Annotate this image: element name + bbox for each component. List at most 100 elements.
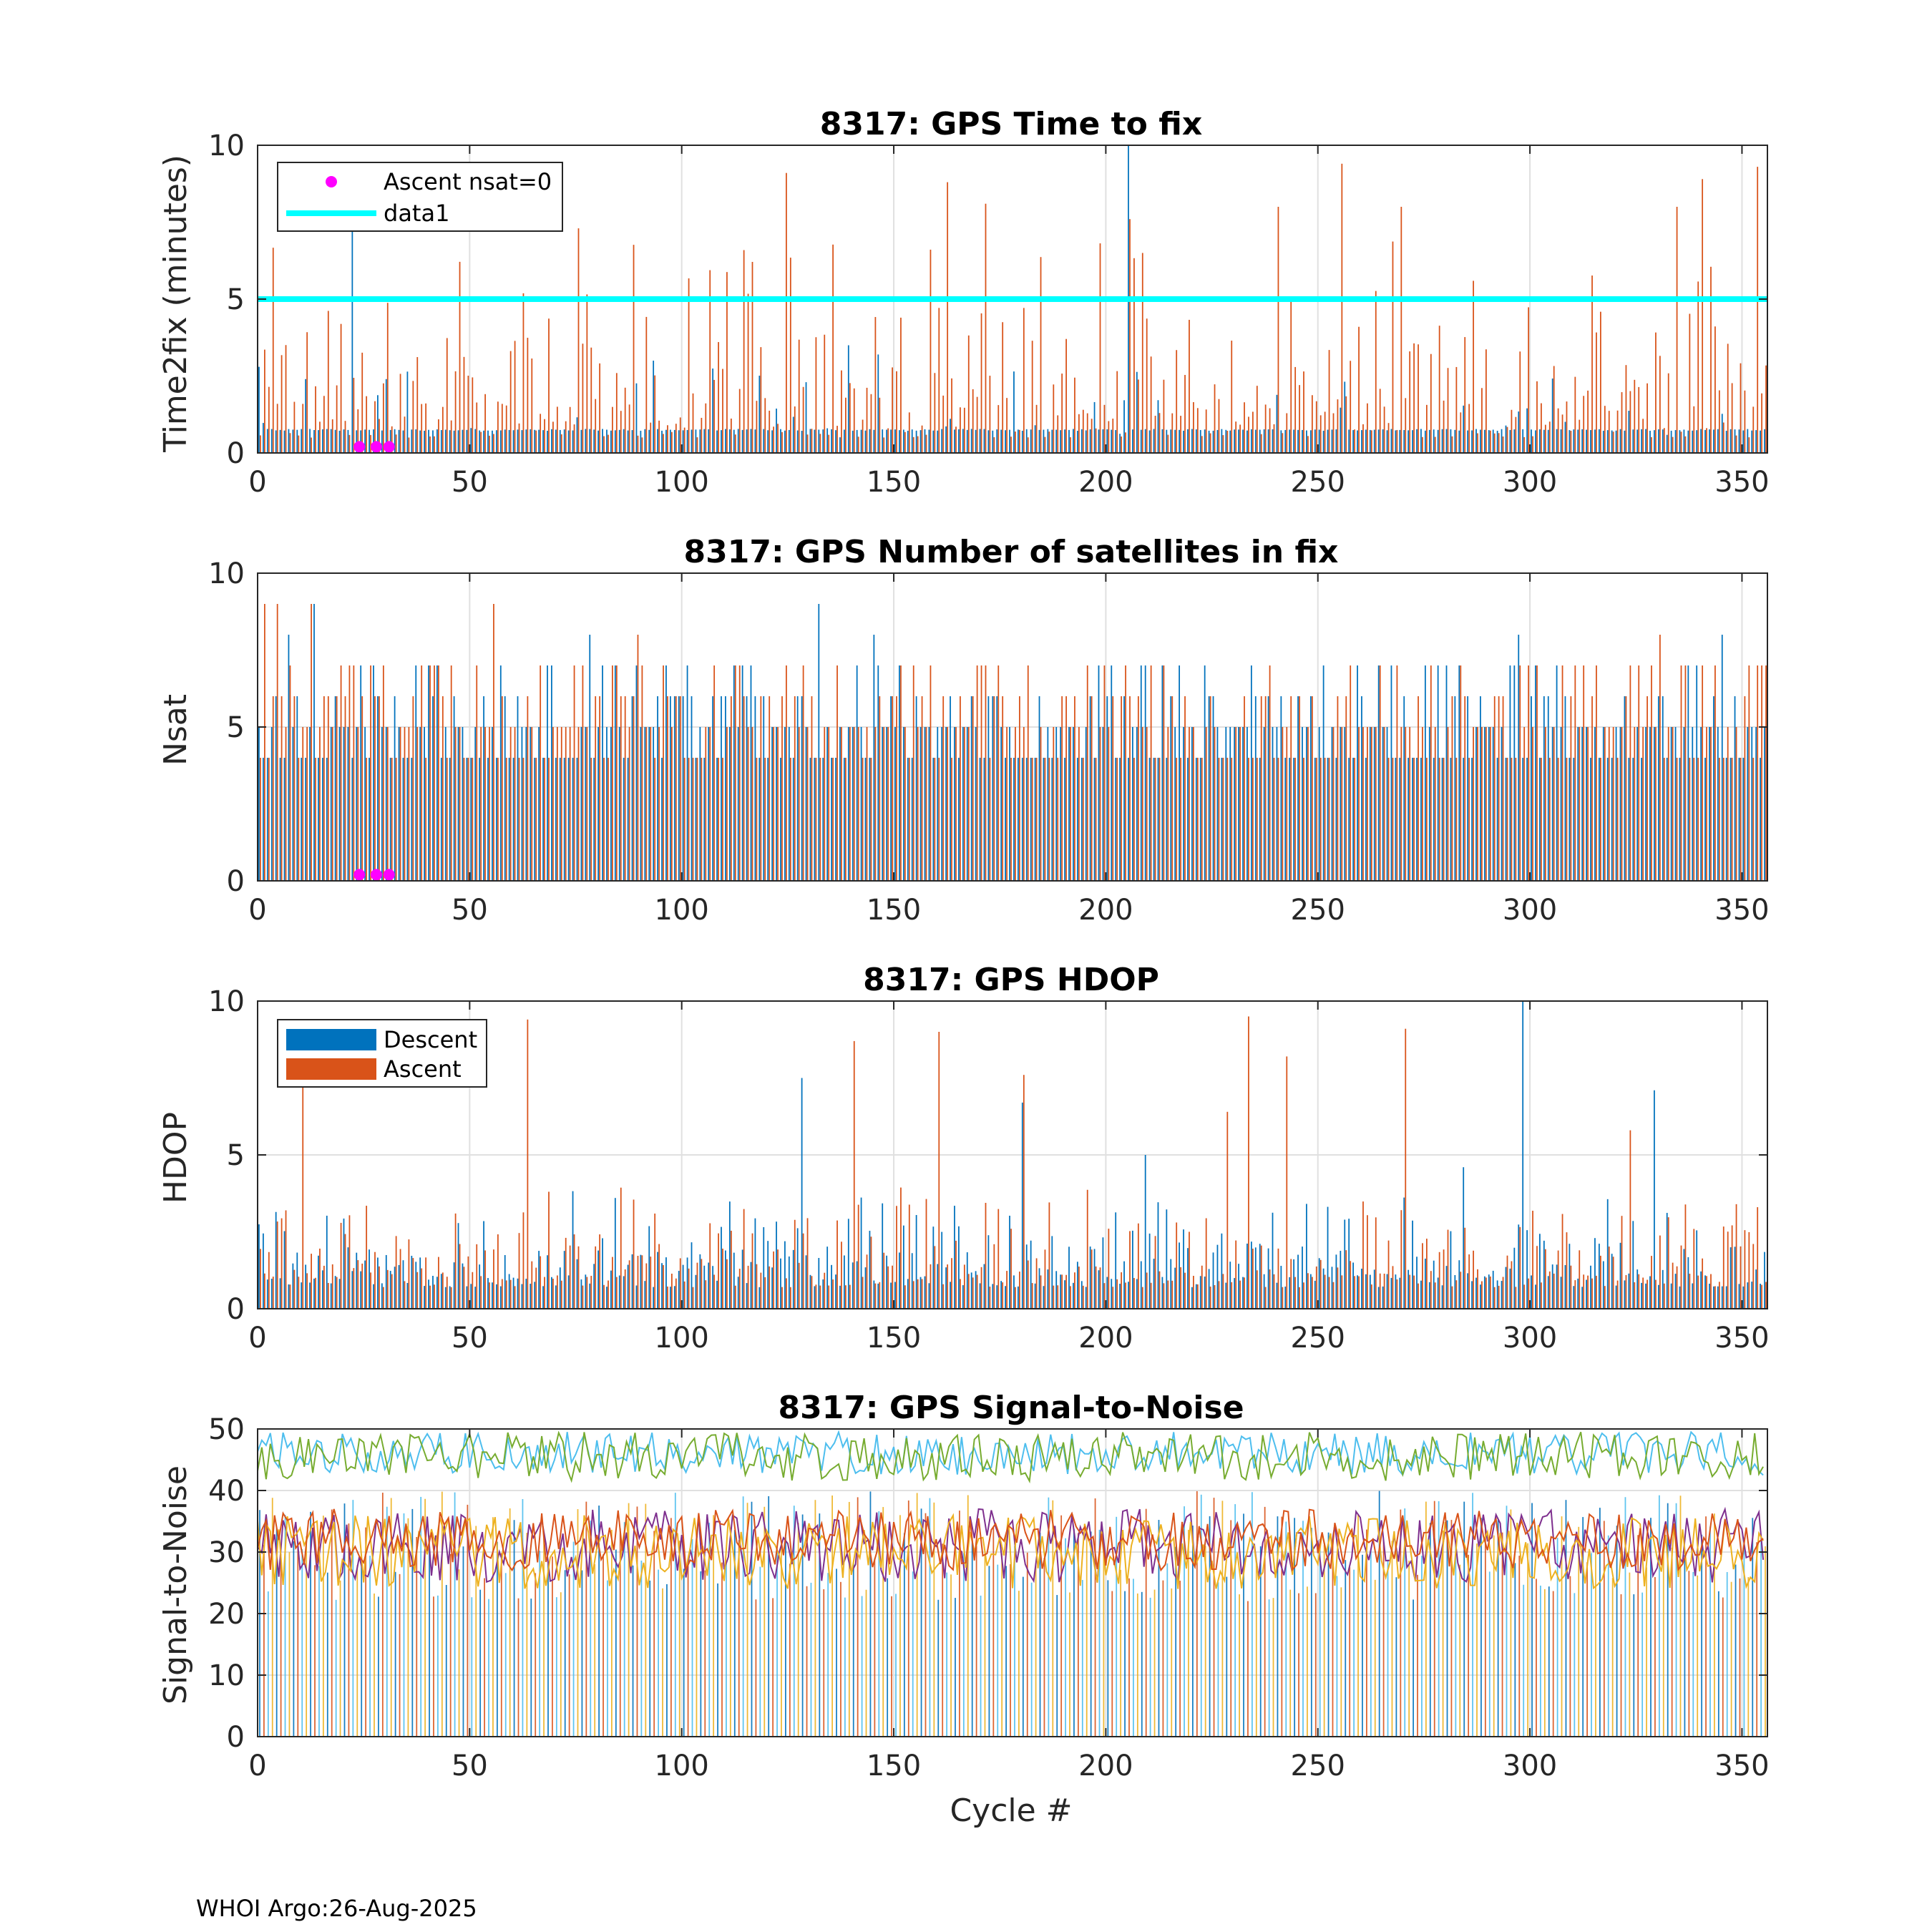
snr-bar	[314, 1565, 316, 1737]
bar-ascent	[976, 1274, 978, 1309]
bar-ascent	[786, 172, 787, 453]
bar-ascent	[505, 405, 507, 453]
bar-ascent	[1307, 436, 1309, 453]
bar-ascent	[722, 758, 723, 881]
bar-ascent	[892, 367, 893, 453]
bar-ascent	[777, 1249, 779, 1309]
bar-ascent	[1129, 1231, 1131, 1309]
bar-ascent	[1541, 758, 1542, 881]
bar-ascent	[904, 727, 906, 881]
snr-bar	[504, 1573, 507, 1737]
axes-box	[257, 1428, 1768, 1737]
bar-ascent	[1714, 665, 1716, 881]
bar-descent	[852, 430, 854, 453]
bar-ascent	[1282, 727, 1284, 881]
bar-ascent	[1319, 1259, 1322, 1309]
bar-descent	[1179, 1242, 1180, 1309]
time2fix-legend[interactable]: Ascent nsat=0 data1	[277, 162, 563, 232]
bar-ascent	[1154, 1236, 1156, 1309]
bar-descent	[712, 1266, 714, 1309]
bar-descent	[1649, 727, 1651, 881]
bar-ascent	[798, 339, 800, 453]
bar-descent	[432, 1275, 434, 1309]
bar-descent	[1531, 429, 1532, 453]
bar-descent	[1254, 1247, 1257, 1309]
snr-series-line	[257, 1430, 1764, 1484]
bar-descent	[771, 1267, 774, 1309]
bar-ascent	[1103, 1283, 1106, 1309]
bar-descent	[428, 665, 429, 881]
bar-ascent	[862, 758, 864, 881]
bar-ascent	[637, 1256, 639, 1309]
snr-bar	[899, 1515, 901, 1737]
bar-ascent	[1706, 1276, 1707, 1309]
bar-ascent	[1189, 319, 1190, 453]
bar-ascent	[832, 244, 834, 453]
bar-ascent	[857, 727, 859, 881]
bar-descent	[983, 429, 985, 453]
bar-descent	[436, 665, 438, 881]
bar-descent	[669, 696, 671, 881]
snr-bar	[776, 1552, 778, 1737]
bar-ascent	[1171, 696, 1174, 881]
nsat-overlays	[353, 869, 395, 881]
bar-descent	[1488, 727, 1490, 881]
bar-ascent	[1146, 1272, 1148, 1309]
snr-bar	[827, 1573, 829, 1737]
bar-descent	[1212, 1252, 1214, 1309]
bar-ascent	[836, 1220, 838, 1309]
bar-descent	[725, 429, 726, 453]
bar-descent	[1309, 430, 1312, 453]
snr-bar	[492, 1517, 494, 1737]
bar-ascent	[311, 1254, 312, 1309]
bar-ascent	[1735, 435, 1737, 453]
bar-descent	[508, 429, 510, 453]
bar-ascent	[1141, 253, 1143, 453]
bar-ascent	[1311, 696, 1313, 881]
bar-descent	[682, 696, 684, 881]
snr-bar	[1667, 1503, 1669, 1737]
bar-descent	[1399, 758, 1401, 881]
bar-ascent	[1303, 371, 1304, 453]
bar-ascent	[1655, 332, 1657, 453]
bar-ascent	[925, 727, 927, 881]
hdop-legend[interactable]: Descent Ascent	[277, 1019, 487, 1088]
bar-descent	[1560, 1277, 1562, 1309]
bar-ascent	[862, 419, 864, 453]
bar-descent	[1021, 758, 1023, 881]
bar-descent	[758, 758, 761, 881]
nsat-panel: 8317: GPS Number of satellites in fix Ns…	[157, 534, 1770, 927]
bar-ascent	[560, 1280, 562, 1309]
bar-descent	[890, 429, 892, 453]
bar-descent	[1755, 727, 1757, 881]
snr-bar	[1378, 1491, 1380, 1737]
bar-ascent	[1319, 415, 1322, 453]
bar-descent	[835, 430, 836, 453]
bar-ascent	[289, 665, 291, 881]
bar-ascent	[1544, 727, 1546, 881]
bar-descent	[432, 430, 434, 453]
bar-descent	[406, 1282, 409, 1309]
bar-descent	[1314, 1280, 1316, 1309]
bar-descent	[1458, 665, 1460, 881]
x-tick-label: 250	[1291, 1750, 1345, 1782]
bar-ascent	[997, 665, 1000, 881]
bar-descent	[640, 1254, 642, 1309]
snr-bar	[1650, 1518, 1652, 1737]
snr-bar	[1116, 1516, 1118, 1737]
bar-descent	[487, 430, 489, 453]
snr-bar	[1569, 1576, 1571, 1737]
bar-ascent	[323, 696, 325, 881]
snr-bar	[1641, 1592, 1644, 1737]
snr-bar	[1722, 1597, 1724, 1737]
snr-bar	[1543, 1589, 1546, 1737]
bar-ascent	[370, 1272, 371, 1309]
bar-ascent	[1523, 436, 1526, 453]
bar-descent	[1357, 1275, 1358, 1309]
bar-ascent	[361, 696, 364, 881]
bar-ascent	[934, 758, 936, 881]
bar-ascent	[892, 1265, 893, 1309]
bar-descent	[941, 1231, 943, 1309]
bar-descent	[462, 429, 464, 453]
snr-bar	[1243, 1513, 1244, 1737]
